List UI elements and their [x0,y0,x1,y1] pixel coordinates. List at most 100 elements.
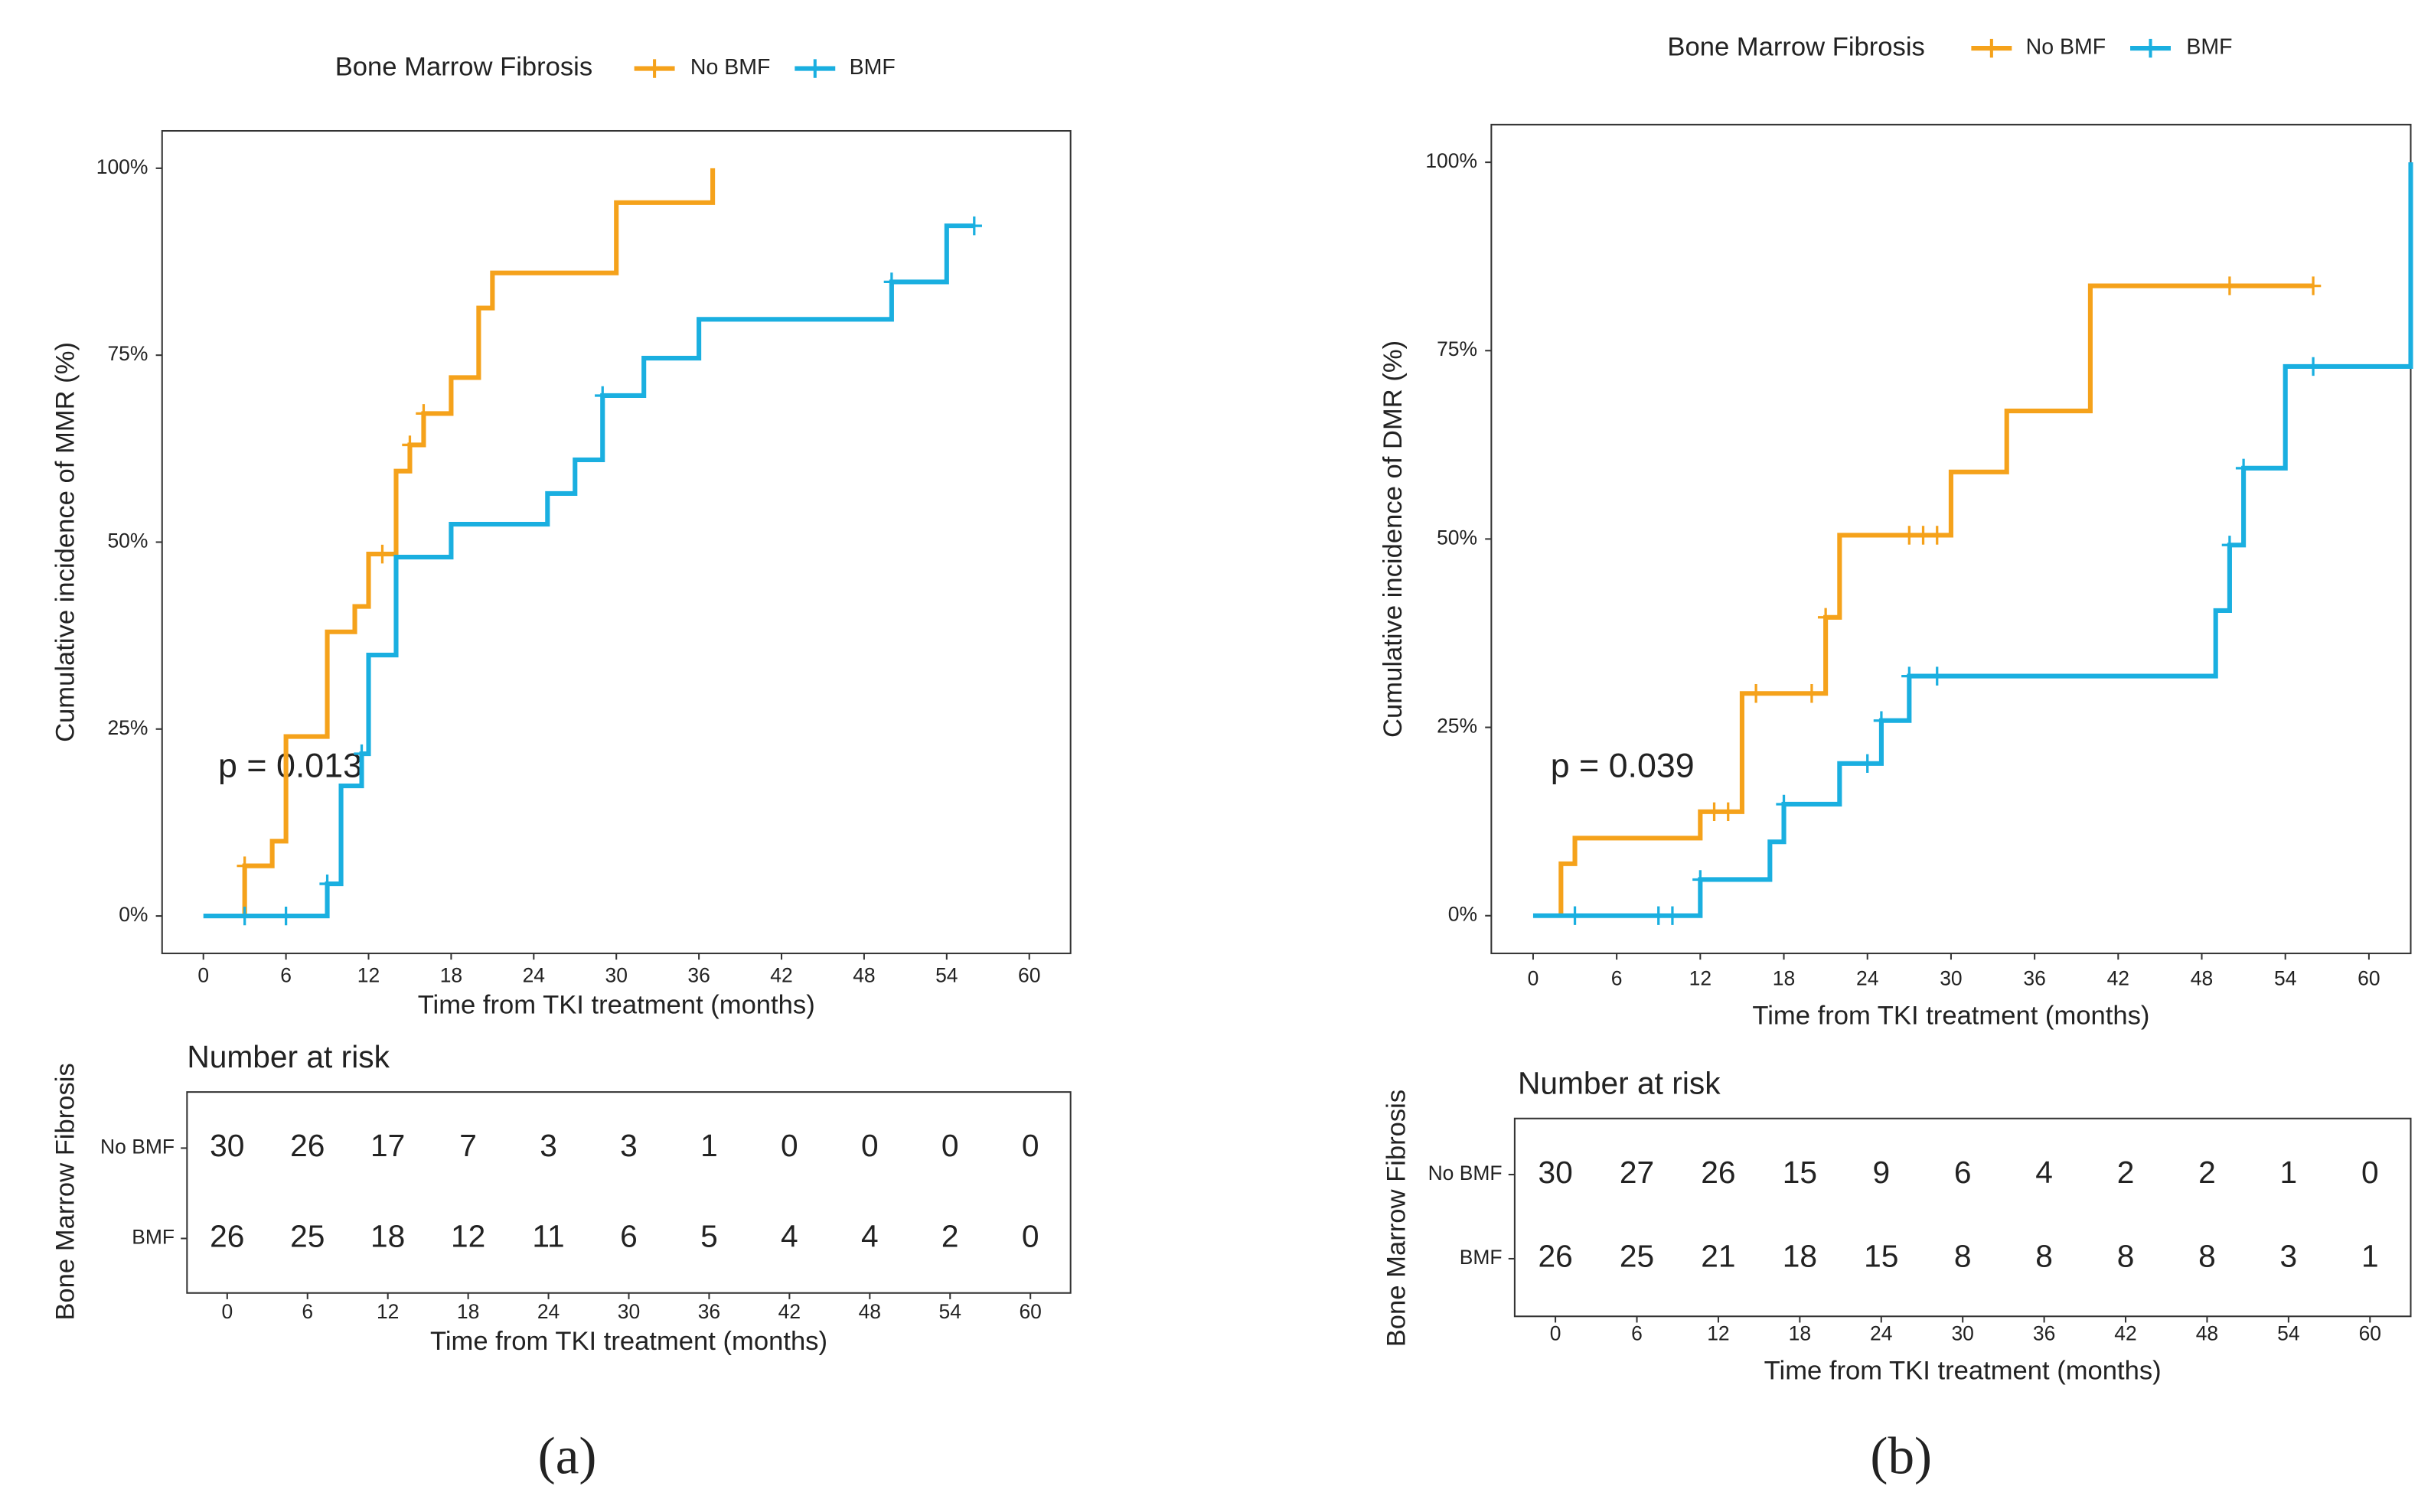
x-tick-label: 0 [1528,967,1539,990]
x-tick-label: 48 [2191,967,2213,990]
risk-x-tick-label: 60 [1019,1300,1041,1323]
x-axis-label: Time from TKI treatment (months) [1752,1002,2149,1031]
x-tick-label: 30 [1940,967,1962,990]
risk-table-ylabel: Bone Marrow Fibrosis [1382,1090,1411,1347]
risk-count: 2 [2198,1155,2216,1190]
censor-mark [2221,276,2238,295]
risk-count: 7 [459,1128,477,1163]
censor-mark [402,435,418,455]
risk-count: 26 [210,1218,244,1253]
x-tick-label: 24 [1856,967,1878,990]
censor-mark [354,744,370,764]
censor-mark [1859,754,1875,774]
y-tick-label: 75% [1437,337,1477,360]
censor-mark [1706,802,1722,822]
risk-row-label: No BMF [100,1135,175,1158]
step-curve [1532,162,2413,918]
risk-count: 17 [370,1128,405,1163]
risk-x-tick-label: 48 [859,1300,881,1323]
x-tick-label: 6 [1611,967,1623,990]
x-tick-label: 54 [2274,967,2296,990]
risk-x-tick-label: 12 [1707,1322,1729,1345]
x-tick-label: 42 [770,963,792,986]
risk-count: 8 [2117,1239,2135,1274]
x-tick-label: 6 [280,963,292,986]
p-value: p = 0.039 [1551,747,1695,785]
risk-x-tick-label: 54 [939,1300,961,1323]
p-value: p = 0.013 [218,747,362,785]
risk-count: 0 [1022,1218,1039,1253]
risk-x-axis-label: Time from TKI treatment (months) [430,1327,827,1356]
risk-count: 30 [1538,1155,1572,1190]
panel-label: (b) [1870,1426,1932,1485]
censor-mark [1817,608,1834,627]
step-curve [203,223,974,919]
risk-count: 26 [1701,1155,1735,1190]
censor-mark [1664,906,1681,925]
risk-table-title: Number at risk [1518,1066,1721,1101]
censor-mark [2305,276,2322,295]
x-tick-label: 42 [2107,967,2129,990]
censor-mark [1776,794,1792,814]
risk-row-label: No BMF [1428,1162,1503,1185]
censor-mark [319,874,335,894]
y-tick-label: 50% [1437,526,1477,549]
risk-count: 2 [2117,1155,2135,1190]
risk-count: 15 [1864,1239,1898,1274]
risk-count: 6 [1954,1155,1972,1190]
censor-mark [374,544,390,564]
risk-count: 4 [781,1218,798,1253]
risk-count: 11 [532,1218,564,1253]
risk-count: 18 [1783,1239,1817,1274]
risk-count: 18 [370,1218,405,1253]
step-curve [242,168,716,917]
censor-mark [1803,684,1820,703]
y-axis-label: Cumulative incidence of DMR (%) [1379,341,1408,738]
censor-mark [237,906,253,926]
censor-mark [1929,526,1945,545]
risk-count: 3 [540,1128,557,1163]
risk-x-tick-label: 18 [1789,1322,1811,1345]
legend-label: No BMF [2026,35,2106,60]
panel-label: (a) [538,1426,597,1485]
x-tick-label: 60 [1018,963,1040,986]
y-tick-label: 50% [107,529,148,552]
risk-count: 1 [700,1128,718,1163]
x-tick-label: 36 [2023,967,2045,990]
risk-x-tick-label: 6 [1631,1322,1643,1345]
legend-title: Bone Marrow Fibrosis [335,53,592,82]
risk-x-tick-label: 42 [2114,1322,2136,1345]
legend-label: BMF [2186,35,2232,60]
risk-table-ylabel: Bone Marrow Fibrosis [51,1063,80,1320]
risk-count: 30 [210,1128,244,1163]
x-tick-label: 54 [935,963,958,986]
risk-x-tick-label: 60 [2359,1322,2381,1345]
y-tick-label: 75% [107,342,148,365]
legend-label: No BMF [690,55,771,80]
risk-count: 0 [861,1128,879,1163]
chart: 0%25%50%75%100%0 6 12 18 24 30 36 42 48 54 60Time … [51,53,1072,1485]
risk-count: 15 [1783,1155,1817,1190]
legend-label: BMF [850,55,896,80]
risk-count: 27 [1620,1155,1654,1190]
risk-count: 3 [2280,1239,2298,1274]
risk-x-axis-label: Time from TKI treatment (months) [1764,1357,2162,1386]
risk-x-tick-label: 54 [2277,1322,2299,1345]
risk-x-tick-label: 30 [1951,1322,1973,1345]
x-tick-label: 30 [605,963,627,986]
y-tick-label: 100% [1425,149,1477,172]
risk-table-title: Number at risk [187,1039,390,1074]
risk-count: 12 [451,1218,485,1253]
x-axis-label: Time from TKI treatment (months) [418,990,815,1019]
risk-count: 26 [290,1128,325,1163]
risk-x-tick-label: 18 [457,1300,479,1323]
censor-mark [237,856,253,875]
censor-mark [1747,684,1764,703]
risk-count: 4 [2035,1155,2053,1190]
risk-count: 25 [290,1218,325,1253]
risk-count: 8 [2198,1239,2216,1274]
y-tick-label: 0% [1448,903,1477,926]
y-axis-label: Cumulative incidence of MMR (%) [51,342,80,742]
